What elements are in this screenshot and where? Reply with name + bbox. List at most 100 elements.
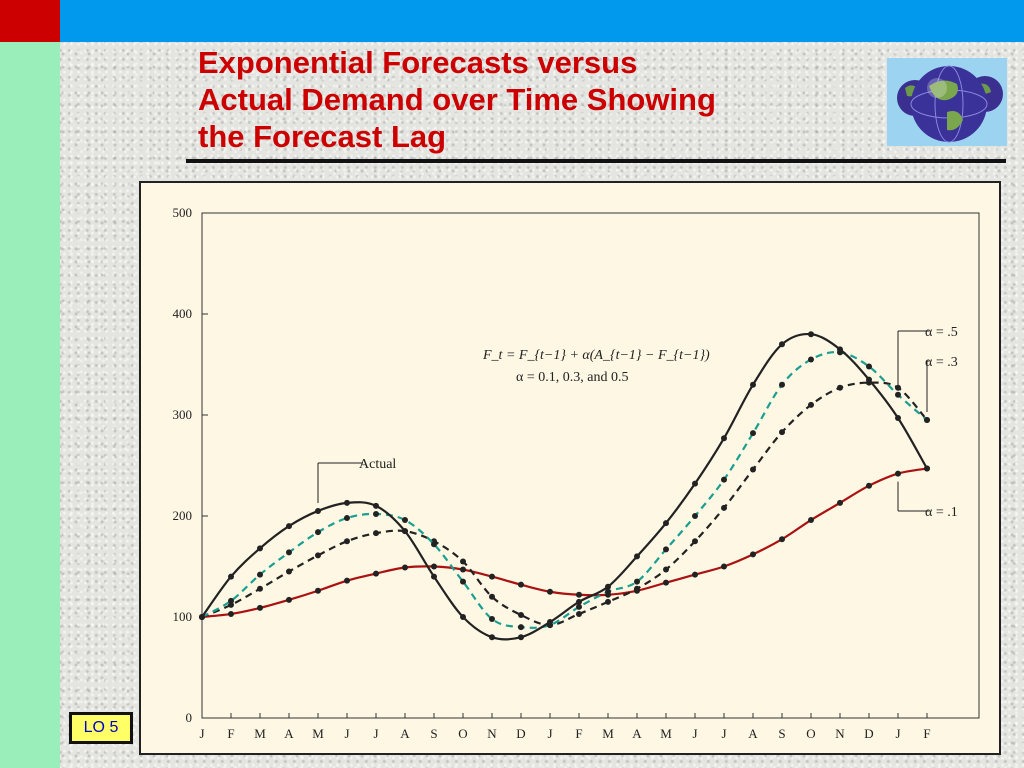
annotation-label: Actual: [359, 457, 396, 472]
data-point-3: [837, 384, 843, 391]
x-tick-label: J: [547, 726, 552, 741]
data-point-5: [489, 616, 495, 623]
data-point-1: [576, 591, 582, 598]
data-point-actual: [721, 435, 727, 442]
data-point-5: [605, 588, 611, 595]
plot-area: [201, 212, 980, 719]
title-line-1: Exponential Forecasts versus: [198, 45, 638, 80]
x-tick-label: J: [721, 726, 726, 741]
x-tick-label: N: [487, 726, 497, 741]
data-point-1: [315, 587, 321, 594]
data-point-5: [518, 624, 524, 631]
annotation-label: α = .1: [925, 505, 958, 520]
demand-forecast-chart: 0 100 200 300 400 500 J F M A M J J A S O N D J F M A M J J A S O N…: [173, 205, 980, 741]
learning-objective-badge: LO 5: [69, 712, 133, 744]
data-point-1: [808, 517, 814, 524]
x-tick-label: J: [895, 726, 900, 741]
x-tick-label: J: [344, 726, 349, 741]
data-point-5: [402, 517, 408, 524]
formula-line-1: F_t = F_{t−1} + α(A_{t−1} − F_{t−1}): [482, 348, 710, 363]
x-tick-label: F: [923, 726, 930, 741]
x-tick-label: O: [806, 726, 815, 741]
data-point-3: [576, 610, 582, 617]
data-point-5: [576, 603, 582, 610]
data-point-actual: [518, 634, 524, 641]
globe-icon: [887, 58, 1007, 146]
data-point-5: [315, 529, 321, 536]
data-point-5: [257, 571, 263, 578]
data-point-1: [837, 499, 843, 506]
x-tick-label: D: [516, 726, 525, 741]
data-point-1: [431, 563, 437, 570]
data-point-actual: [460, 614, 466, 620]
data-point-3: [518, 611, 524, 618]
data-point-actual: [750, 381, 756, 388]
data-point-actual: [315, 507, 321, 514]
data-point-actual: [605, 583, 611, 590]
data-point-actual: [286, 523, 292, 530]
data-point-actual: [199, 614, 205, 620]
data-point-3: [605, 598, 611, 605]
data-point-5: [460, 578, 466, 585]
data-point-1: [344, 577, 350, 584]
data-point-actual: [808, 331, 814, 338]
data-point-1: [228, 610, 234, 617]
data-point-1: [286, 596, 292, 603]
data-point-5: [373, 510, 379, 517]
x-tick-label: J: [692, 726, 697, 741]
x-tick-label: F: [227, 726, 234, 741]
data-point-5: [750, 430, 756, 437]
x-tick-label: M: [254, 726, 266, 741]
data-point-actual: [924, 465, 930, 472]
data-point-1: [895, 470, 901, 477]
data-point-actual: [895, 415, 901, 422]
data-point-5: [344, 515, 350, 522]
y-tick-label: 0: [186, 710, 193, 725]
data-point-3: [489, 593, 495, 600]
data-point-5: [808, 356, 814, 363]
data-point-actual: [547, 619, 553, 626]
data-point-5: [663, 546, 669, 553]
x-tick-label: A: [748, 726, 758, 741]
x-tick-label: J: [373, 726, 378, 741]
data-point-actual: [373, 502, 379, 509]
data-point-3: [721, 504, 727, 511]
formula-line-2: α = 0.1, 0.3, and 0.5: [516, 370, 628, 385]
data-point-5: [924, 417, 930, 424]
data-point-actual: [837, 346, 843, 353]
title-line-3: the Forecast Lag: [198, 119, 447, 154]
y-tick-label: 200: [173, 508, 193, 523]
data-point-3: [634, 585, 640, 592]
x-tick-label: N: [835, 726, 845, 741]
data-point-3: [286, 568, 292, 575]
x-tick-label: M: [660, 726, 672, 741]
data-point-actual: [344, 499, 350, 506]
series-layer: [199, 331, 930, 641]
data-point-3: [460, 558, 466, 565]
data-point-1: [257, 604, 263, 611]
data-point-3: [895, 384, 901, 391]
data-point-actual: [402, 528, 408, 535]
data-point-5: [866, 363, 872, 370]
x-tick-label: F: [575, 726, 582, 741]
y-tick-label: 400: [173, 306, 193, 321]
data-point-1: [518, 581, 524, 588]
title-line-2: Actual Demand over Time Showing: [198, 82, 716, 117]
data-point-actual: [576, 598, 582, 605]
x-tick-label: S: [778, 726, 785, 741]
title-divider: [186, 159, 1006, 163]
data-point-5: [895, 391, 901, 398]
data-point-5: [721, 476, 727, 483]
y-tick-label: 100: [173, 609, 193, 624]
data-point-actual: [692, 480, 698, 487]
top-bar: [0, 0, 1024, 42]
data-point-1: [460, 566, 466, 573]
data-point-3: [779, 429, 785, 436]
x-tick-label: A: [632, 726, 642, 741]
data-point-5: [228, 597, 234, 604]
data-point-5: [779, 381, 785, 388]
x-tick-label: M: [312, 726, 324, 741]
data-point-1: [721, 563, 727, 570]
data-point-5: [286, 549, 292, 556]
